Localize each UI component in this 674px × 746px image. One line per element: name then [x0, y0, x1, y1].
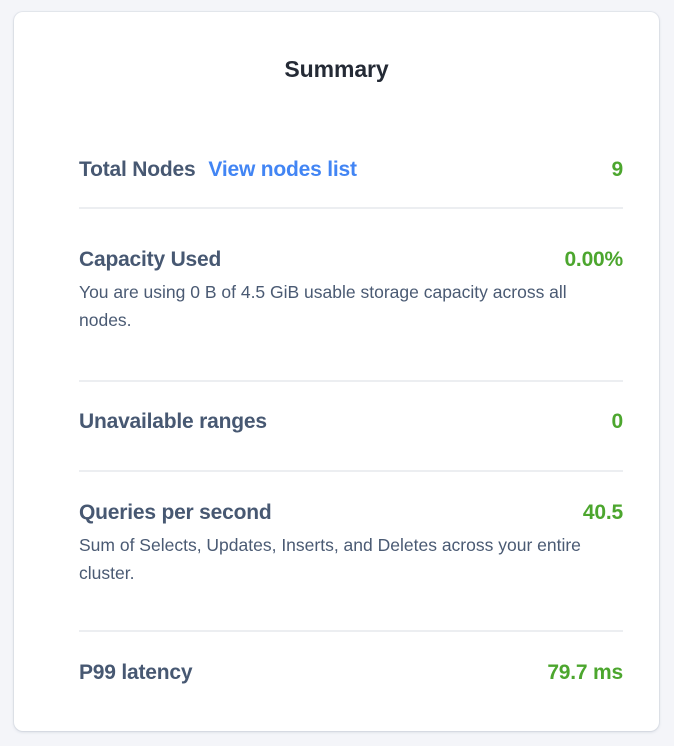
- divider-2: [79, 380, 623, 382]
- page-title: Summary: [284, 56, 389, 82]
- summary-card: Summary Total Nodes View nodes list 9 Ca…: [14, 12, 659, 731]
- row-label-p99-latency: P99 latency: [79, 661, 193, 684]
- summary-row-p99-latency: P99 latency 79.7 ms: [79, 661, 623, 685]
- row-value-unavailable-ranges: 0: [611, 410, 624, 433]
- row-value-p99-latency: 79.7 ms: [547, 661, 623, 684]
- summary-row-unavailable-ranges: Unavailable ranges 0: [79, 410, 623, 434]
- divider-1: [79, 207, 623, 209]
- row-label-capacity-used: Capacity Used: [79, 248, 222, 271]
- row-value-capacity-used: 0.00%: [564, 248, 623, 271]
- divider-4: [79, 630, 623, 632]
- row-description-queries-per-second: Sum of Selects, Updates, Inserts, and De…: [79, 535, 581, 584]
- summary-row-total-nodes: Total Nodes View nodes list 9: [79, 158, 623, 182]
- view-nodes-list-link[interactable]: View nodes list: [208, 158, 357, 181]
- row-description-capacity-used: You are using 0 B of 4.5 GiB usable stor…: [79, 282, 567, 331]
- row-label-queries-per-second: Queries per second: [79, 501, 272, 524]
- row-label-total-nodes: Total Nodes: [79, 158, 196, 181]
- row-header-left: Unavailable ranges: [79, 410, 267, 434]
- divider-3: [79, 470, 623, 472]
- row-header-left: Capacity Used: [79, 248, 221, 272]
- row-header: Queries per second 40.5: [79, 501, 623, 525]
- summary-row-capacity-used: Capacity Used 0.00% You are using 0 B of…: [79, 248, 623, 352]
- row-value-total-nodes: 9: [611, 158, 624, 181]
- row-header: Unavailable ranges 0: [79, 410, 623, 434]
- row-header: Capacity Used 0.00%: [79, 248, 623, 272]
- row-header: Total Nodes View nodes list 9: [79, 158, 623, 182]
- row-header-left: Queries per second: [79, 501, 272, 525]
- row-header-left: P99 latency: [79, 661, 193, 685]
- row-value-queries-per-second: 40.5: [582, 501, 623, 524]
- row-header: P99 latency 79.7 ms: [79, 661, 623, 685]
- row-header-left: Total Nodes View nodes list: [79, 158, 357, 182]
- row-label-unavailable-ranges: Unavailable ranges: [79, 410, 267, 433]
- summary-row-queries-per-second: Queries per second 40.5 Sum of Selects, …: [79, 501, 623, 605]
